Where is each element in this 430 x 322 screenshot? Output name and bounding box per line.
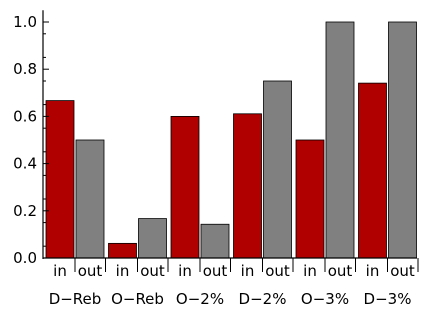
group-label-1: D−Reb [49,290,102,308]
bar-out-1 [75,139,105,259]
y-tick-label-4: 0.6 [13,107,37,125]
y-tick-label-1: 0.0 [13,249,37,267]
bar-in-1 [45,100,75,259]
y-tick-label-5: 0.8 [13,60,37,78]
group-label-6: D−3% [364,290,412,308]
bar-in-2 [108,242,137,259]
sub-label-out-3: out [203,262,228,280]
group-label-2: O−Reb [111,290,164,308]
sub-label-in-6: in [366,262,380,280]
sub-label-in-3: in [178,262,192,280]
sub-label-in-2: in [116,262,130,280]
group-label-5: O−3% [301,290,349,308]
bar-out-5 [325,21,355,259]
bar-in-3 [170,116,200,259]
group-label-4: D−2% [239,290,287,308]
bar-out-4 [263,80,292,259]
bar-in-6 [358,82,387,259]
bar-in-4 [233,113,262,259]
bars-layer [45,21,417,259]
y-tick-label-3: 0.4 [13,155,37,173]
bar-out-6 [388,21,417,259]
sub-label-out-4: out [265,262,290,280]
sub-label-in-4: in [241,262,255,280]
sub-label-in-5: in [303,262,317,280]
bar-out-3 [200,223,230,259]
group-label-3: O−2% [176,290,224,308]
sub-label-out-6: out [390,262,415,280]
sub-label-out-5: out [328,262,353,280]
sub-label-out-2: out [140,262,165,280]
y-tick-label-2: 0.2 [13,202,37,220]
sub-label-out-1: out [78,262,103,280]
bar-out-2 [138,218,167,259]
y-tick-label-6: 1.0 [13,13,37,31]
bar-in-5 [295,139,325,259]
sub-label-in-1: in [53,262,67,280]
